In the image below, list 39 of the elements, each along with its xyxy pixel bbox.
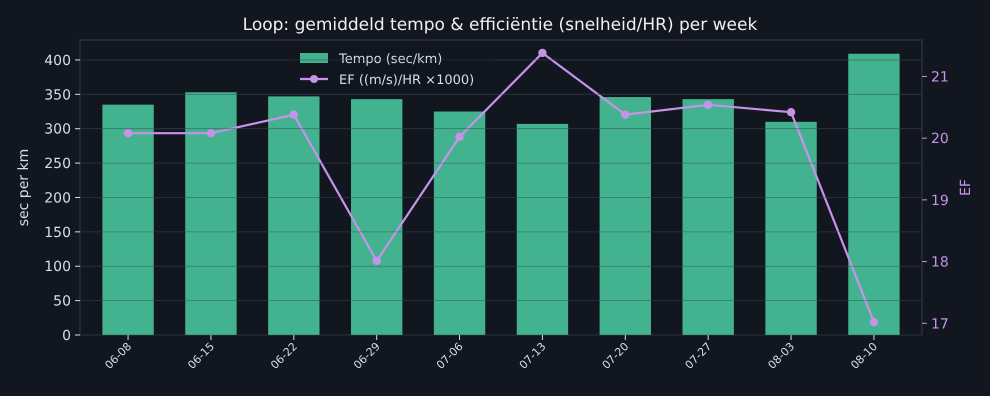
bar xyxy=(268,96,320,335)
bar xyxy=(351,99,402,335)
point xyxy=(870,318,878,326)
bar xyxy=(682,99,734,335)
bar xyxy=(848,54,900,335)
legend-label: Tempo (sec/km) xyxy=(338,52,442,67)
y2-tick-label: 19 xyxy=(931,192,949,209)
point xyxy=(372,256,381,266)
point xyxy=(621,110,630,119)
y-tick-label: 200 xyxy=(44,190,71,206)
bar xyxy=(102,104,154,335)
bar xyxy=(516,124,568,335)
y-tick-label: 350 xyxy=(44,87,71,104)
point xyxy=(455,132,464,142)
legend-label: EF ((m/s)/HR ×1000) xyxy=(339,73,474,88)
y2-tick-label: 20 xyxy=(931,131,949,148)
point xyxy=(538,48,547,58)
y2-tick-label: 21 xyxy=(931,69,949,86)
y-tick-label: 50 xyxy=(53,294,71,310)
point xyxy=(206,128,216,138)
chart-title: Loop: gemiddeld tempo & efficiëntie (snelheid/HR) per week xyxy=(242,15,758,35)
point xyxy=(124,128,132,138)
bar xyxy=(434,112,486,335)
y2-axis-title: EF xyxy=(958,179,974,196)
y2-tick-label: 18 xyxy=(931,254,949,271)
y-tick-label: 300 xyxy=(44,122,71,138)
point xyxy=(290,110,298,119)
y-tick-label: 250 xyxy=(44,156,71,172)
y-axis-title: sec per km xyxy=(16,148,32,226)
bar xyxy=(600,97,651,335)
y-tick-label: 150 xyxy=(44,224,71,241)
y-tick-label: 400 xyxy=(44,52,71,69)
bar xyxy=(185,92,237,335)
y2-tick-label: 17 xyxy=(931,316,949,332)
y-tick-label: 100 xyxy=(44,259,71,276)
point xyxy=(786,108,796,116)
point xyxy=(704,100,712,109)
bar xyxy=(765,122,817,335)
y-tick-label: 0 xyxy=(62,328,71,344)
